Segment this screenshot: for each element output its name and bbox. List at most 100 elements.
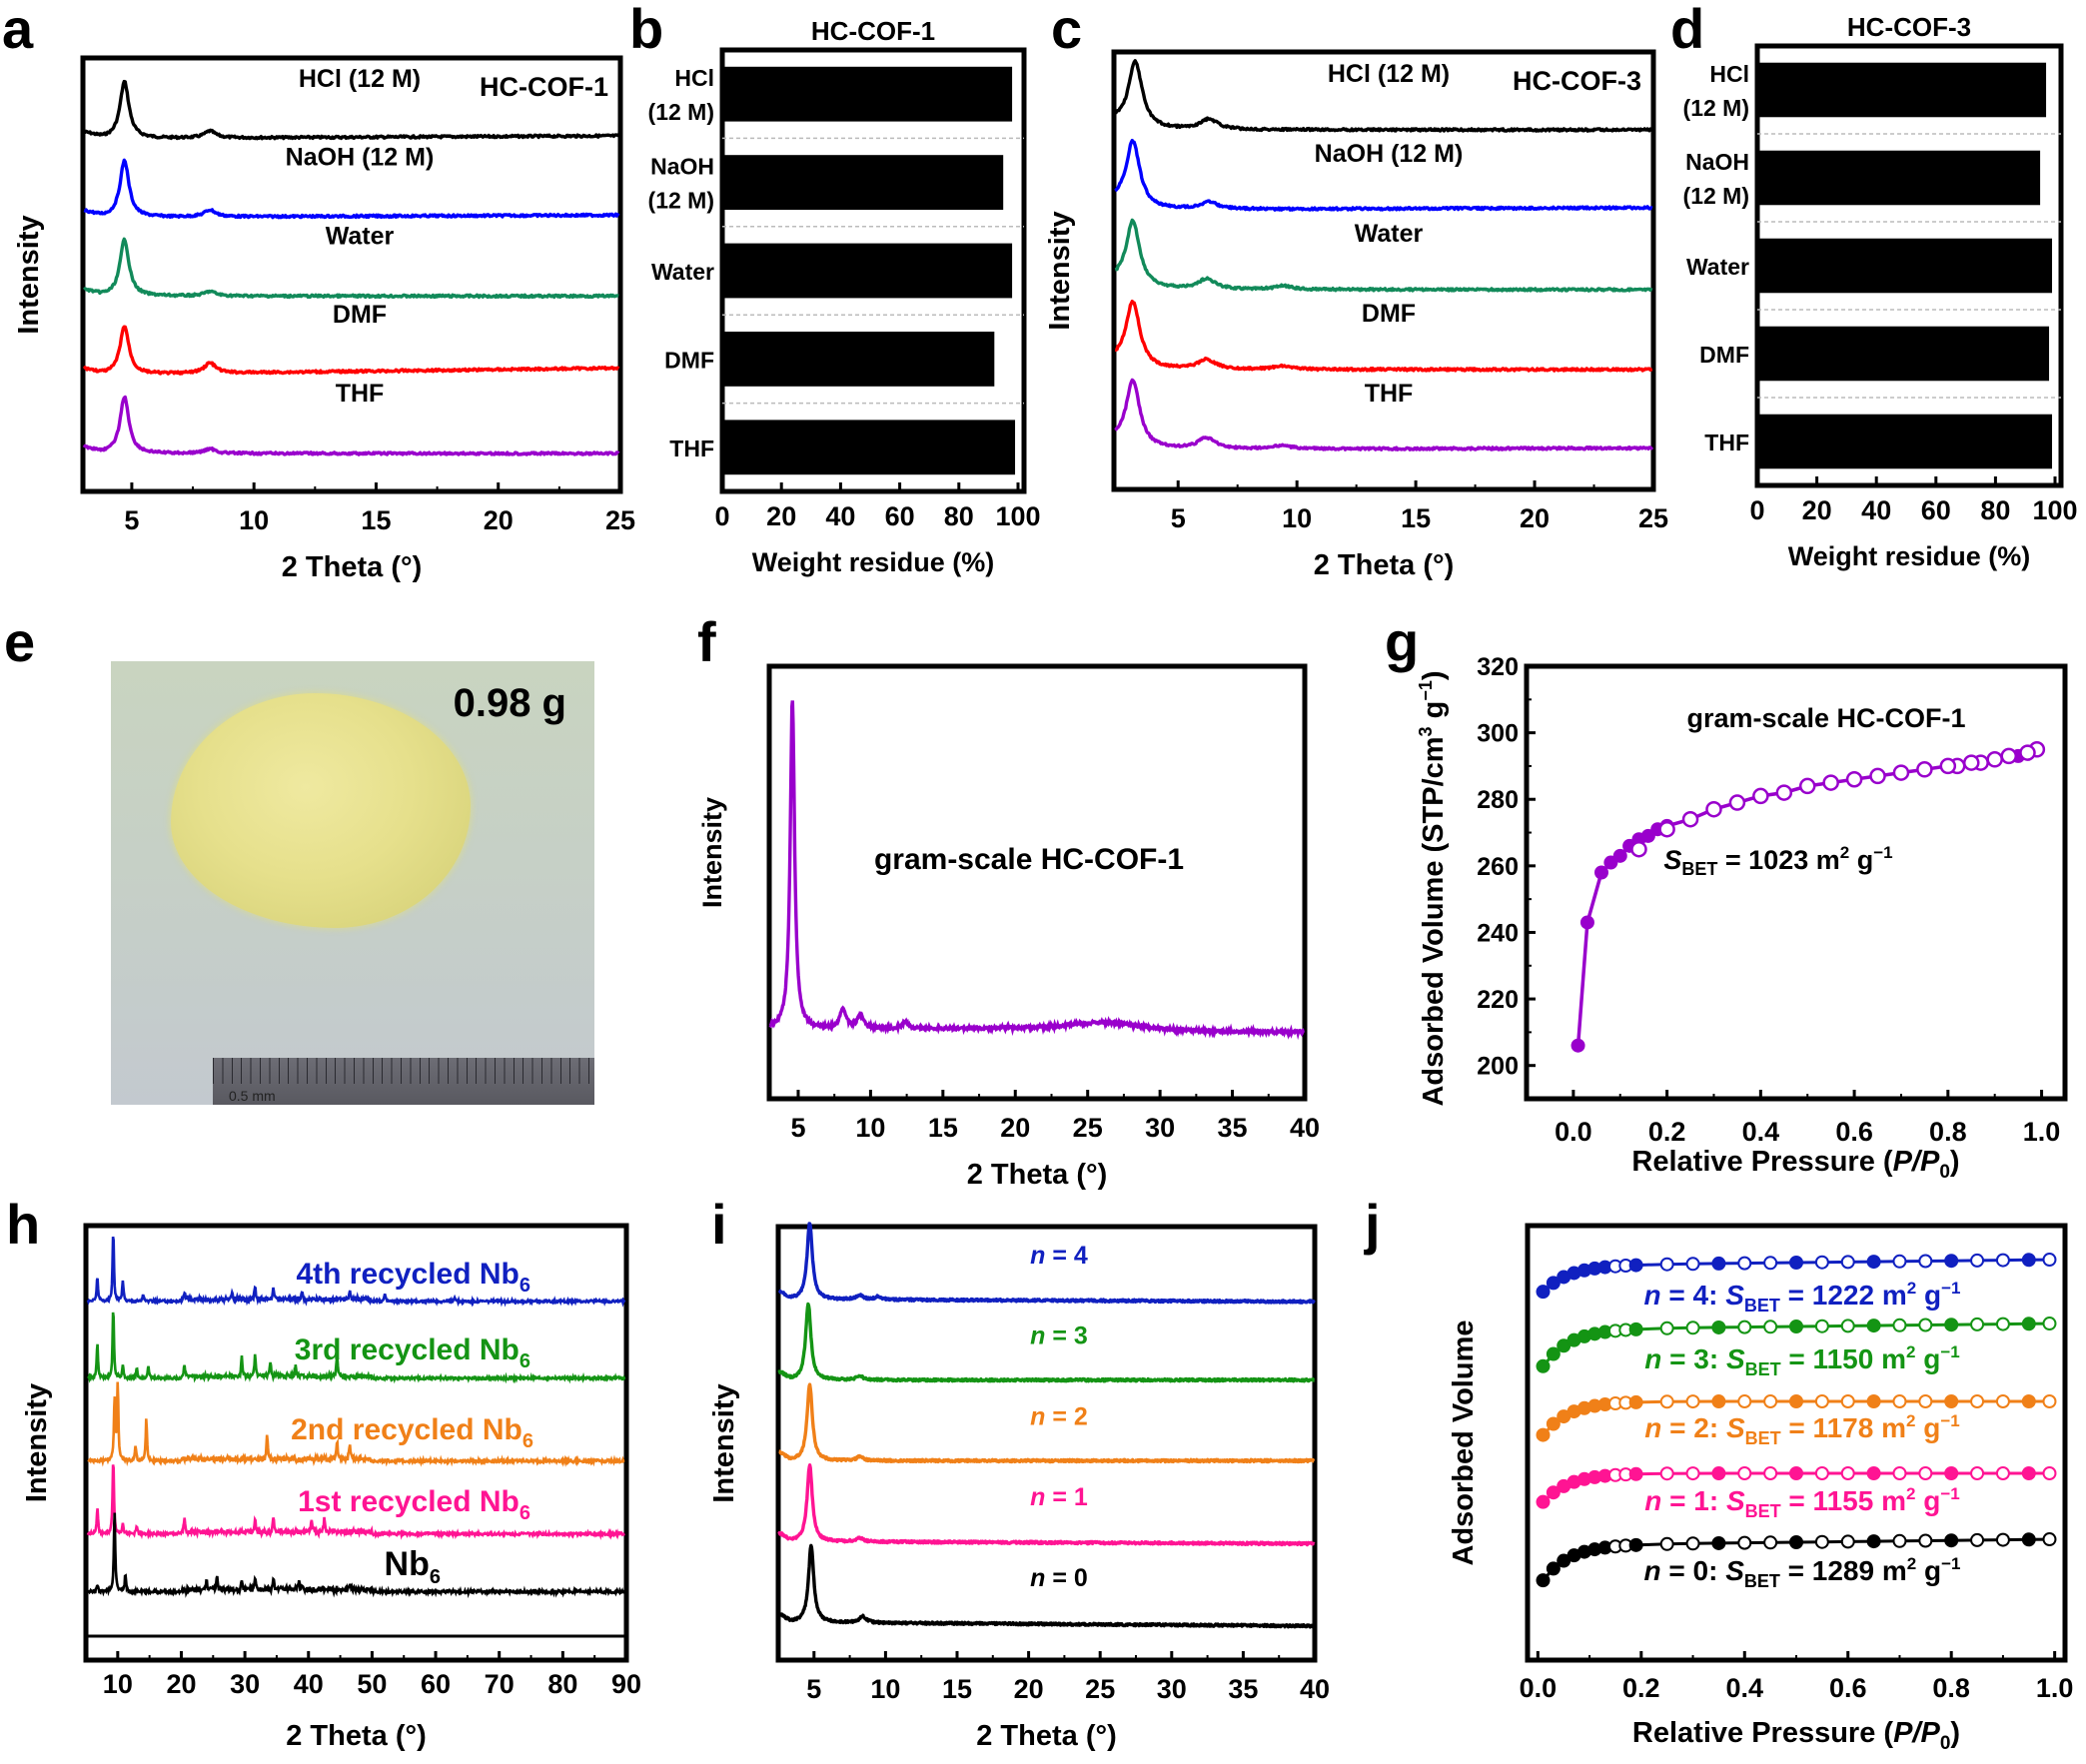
- series-label: HCl (12 M): [299, 65, 421, 93]
- desorption-point: [1892, 764, 1910, 781]
- desorption-point: [2019, 744, 2036, 761]
- x-tick-label: 40: [1861, 495, 1891, 525]
- x-tick-label: 15: [361, 505, 391, 535]
- x-tick-label: 5: [124, 505, 139, 535]
- x-tick-label: 0.6: [1829, 1673, 1867, 1703]
- x-tick-label: 25: [605, 505, 635, 535]
- series-label: n = 4: [1030, 1242, 1088, 1270]
- category-label: Water: [1686, 254, 1749, 280]
- chart-a: HCl (12 M) NaOH (12 M) Water DMF THF 5 10 15 20 2…: [13, 55, 635, 583]
- category-label: (12 M): [648, 188, 714, 214]
- x-axis-title: Relative Pressure (P/P0): [1632, 1717, 1960, 1754]
- desorption-point: [1763, 1535, 1778, 1550]
- xrd-trace: [768, 700, 1306, 1041]
- plot-frame: [775, 1224, 1318, 1663]
- x-tick-label: 60: [885, 501, 915, 531]
- chart-g: 0.0 0.2 0.4 0.6 0.8 1.0 200 220 240 260 280 300 320 g…: [1416, 653, 2068, 1183]
- x-axis-title: Weight residue (%): [752, 547, 995, 577]
- xrd-trace: [1114, 300, 1653, 373]
- desorption-point: [1916, 761, 1933, 778]
- desorption-point: [2042, 1532, 2057, 1547]
- desorption-point: [1681, 810, 1699, 828]
- adsorption-point: [1789, 1466, 1803, 1481]
- y-tick-label: 260: [1477, 853, 1519, 881]
- desorption-point: [1840, 1394, 1855, 1409]
- category-label: HCl: [1709, 61, 1749, 87]
- x-tick-label: 50: [357, 1669, 387, 1699]
- desorption-point: [1892, 1466, 1907, 1480]
- x-tick-label: 5: [790, 1113, 805, 1143]
- desorption-point: [2042, 1317, 2057, 1331]
- y-axis-title: Intensity: [1044, 211, 1076, 330]
- xrd-trace: [87, 1312, 626, 1384]
- desorption-point: [1737, 1394, 1752, 1409]
- chart-d: HCl (12 M) NaOH (12 M) Water DMF THF 0 20 40 60 80 1…: [1683, 12, 2078, 571]
- category-label: (12 M): [648, 99, 714, 125]
- desorption-point: [1685, 1321, 1700, 1335]
- xrd-trace: [82, 395, 620, 456]
- x-tick-label: 25: [1638, 503, 1668, 533]
- series-label: NaOH (12 M): [1315, 140, 1464, 168]
- series-label: 4th recycled Nb6: [296, 1258, 530, 1297]
- x-tick-label: 30: [230, 1669, 260, 1699]
- desorption-point: [1814, 1534, 1829, 1549]
- desorption-point: [1630, 840, 1647, 858]
- adsorption-point: [1711, 1535, 1726, 1550]
- desorption-point: [1892, 1318, 1907, 1332]
- desorption-point: [1892, 1394, 1907, 1408]
- y-tick-label: 240: [1477, 919, 1519, 947]
- x-tick-label: 0.8: [1932, 1673, 1970, 1703]
- y-axis-title: Adsorbed Volume: [1448, 1321, 1480, 1566]
- chart-j: n = 4: SBET = 1222 m2 g−1 n = 3: SBET = 1…: [1448, 1223, 2073, 1754]
- xrd-trace: [1114, 378, 1654, 451]
- series-label: Water: [326, 222, 395, 250]
- xrd-trace: [87, 1512, 626, 1599]
- chart-b: HCl (12 M) NaOH (12 M) Water DMF THF 0 20 40 60 80 1…: [648, 16, 1041, 577]
- series-label: Nb6: [385, 1545, 441, 1588]
- xrd-trace: [777, 1382, 1316, 1464]
- powder-photo: 0.98 g 0.5 mm mm 1 2 3 4: [111, 661, 594, 1105]
- desorption-point: [1798, 777, 1816, 795]
- chart-title: HC-COF-3: [1847, 12, 1971, 42]
- adsorption-point: [1944, 1254, 1959, 1269]
- x-tick-label: 10: [1282, 503, 1312, 533]
- x-tick-label: 25: [1073, 1113, 1103, 1143]
- adsorption-point: [1866, 1394, 1881, 1409]
- adsorption-point: [2021, 1532, 2036, 1547]
- category-label: HCl: [674, 65, 714, 91]
- x-axis-title: 2 Theta (°): [282, 551, 423, 583]
- x-tick-label: 40: [1290, 1113, 1320, 1143]
- series-label: THF: [336, 380, 385, 408]
- desorption-point: [1986, 751, 2003, 768]
- x-tick-label: 0.2: [1648, 1117, 1686, 1147]
- adsorption-point: [1628, 1322, 1643, 1336]
- x-axis-title: 2 Theta (°): [967, 1159, 1108, 1191]
- y-tick-label: 280: [1477, 786, 1519, 814]
- y-axis-title: Intensity: [697, 797, 727, 908]
- mass-label: 0.98 g: [453, 681, 566, 725]
- y-tick-label: 320: [1477, 653, 1519, 681]
- category-label: NaOH: [1685, 149, 1749, 175]
- desorption-point: [1892, 1533, 1907, 1548]
- desorption-point: [1763, 1320, 1778, 1334]
- desorption-point: [1659, 1321, 1674, 1335]
- x-tick-label: 10: [239, 505, 269, 535]
- xrd-trace: [82, 325, 620, 376]
- x-tick-label: 40: [825, 501, 855, 531]
- desorption-point: [1939, 757, 1957, 775]
- x-tick-label: 30: [1145, 1113, 1175, 1143]
- adsorption-point: [1789, 1394, 1803, 1409]
- adsorption-point: [1593, 865, 1608, 880]
- y-axis-title: Intensity: [13, 215, 45, 334]
- series-label: n = 2: [1030, 1402, 1088, 1430]
- x-axis-title: Weight residue (%): [1788, 541, 2031, 571]
- desorption-point: [1814, 1319, 1829, 1333]
- sbet-label: n = 3: SBET = 1150 m2 g−1: [1644, 1342, 1959, 1379]
- category-label: (12 M): [1683, 183, 1749, 209]
- panel-label-d: d: [1670, 0, 1704, 60]
- adsorption-point: [1536, 1573, 1551, 1588]
- x-tick-label: 60: [1921, 495, 1951, 525]
- plot-frame: [766, 663, 1308, 1102]
- ruler: 0.5 mm mm 1 2 3 4: [213, 1058, 594, 1105]
- bar: [1759, 238, 2053, 294]
